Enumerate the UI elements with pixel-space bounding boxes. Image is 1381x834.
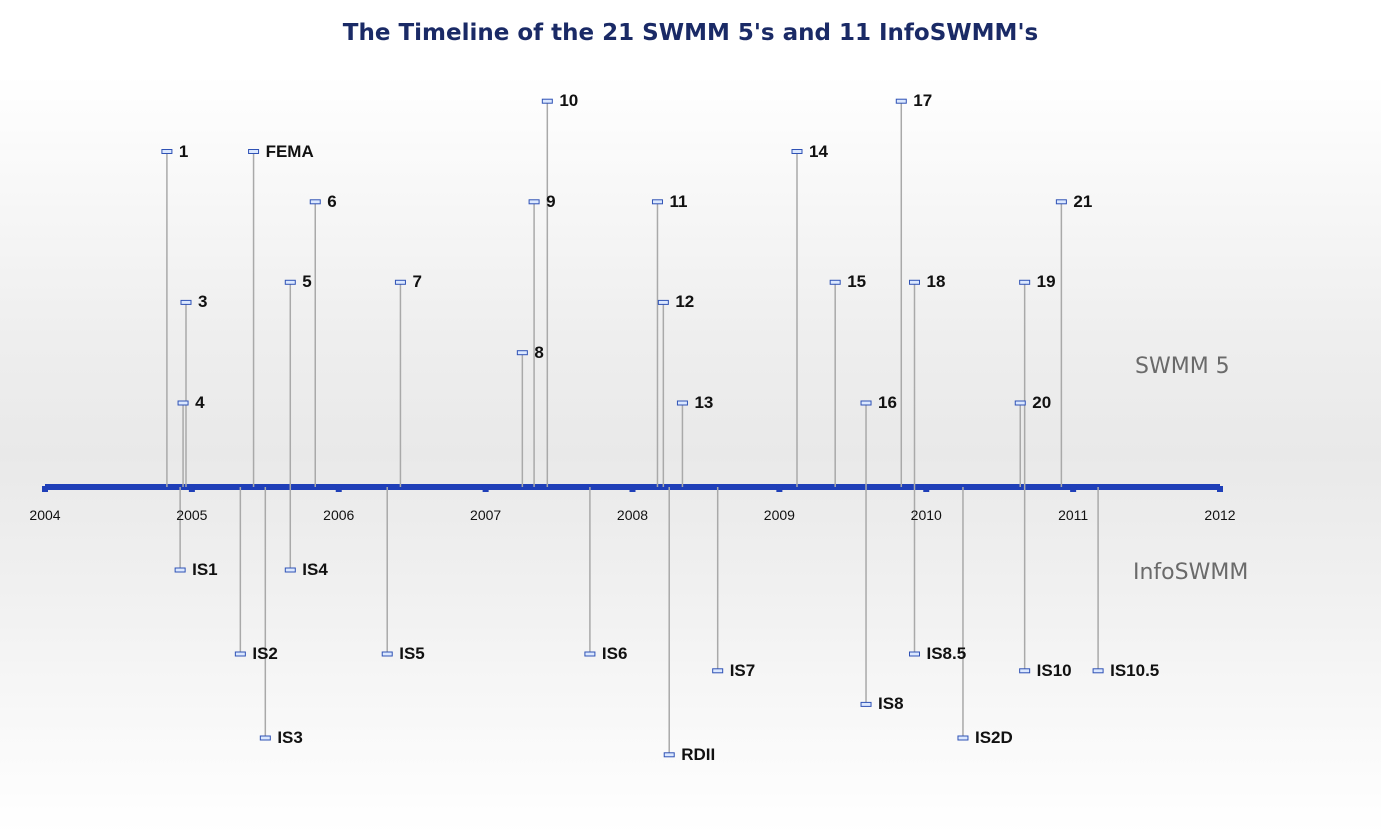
swmm5-label: 8 (534, 342, 544, 362)
infoswmm-label: IS2D (974, 728, 1013, 747)
infoswmm-label: IS10.5 (1110, 660, 1160, 680)
swmm5-label: 3 (198, 292, 208, 312)
swmm5-marker (651, 199, 663, 205)
infoswmm-marker (234, 651, 246, 657)
swmm5-label: 17 (913, 91, 933, 111)
year-label: 2008 (616, 507, 649, 523)
swmm5-label: 5 (302, 272, 312, 292)
infoswmm-label: IS6 (601, 644, 628, 663)
swmm5-marker (516, 350, 528, 356)
swmm5-marker (895, 98, 907, 104)
swmm5-label: 6 (327, 191, 337, 211)
infoswmm-label: IS5 (399, 644, 425, 663)
infoswmm-marker (712, 668, 724, 674)
infoswmm-marker (860, 701, 872, 707)
swmm5-marker (309, 199, 321, 205)
infoswmm-marker (663, 752, 675, 758)
year-tick (188, 486, 195, 492)
swmm5-label: 9 (546, 191, 556, 211)
infoswmm-label: RDII (681, 744, 716, 764)
swmm5-label: 13 (694, 393, 714, 412)
year-label: 2010 (910, 507, 942, 523)
infoswmm-marker (957, 735, 969, 741)
year-label: 2005 (176, 507, 208, 523)
infoswmm-label: IS8.5 (926, 644, 967, 663)
swmm5-label: 12 (675, 292, 695, 312)
year-tick (1217, 486, 1223, 492)
infoswmm-marker (1092, 668, 1104, 674)
infoswmm-section-label: InfoSWMM (1133, 560, 1249, 585)
year-label: 2011 (1058, 507, 1089, 523)
infoswmm-marker (381, 651, 393, 657)
year-tick (482, 486, 489, 492)
swmm5-marker (676, 400, 688, 406)
infoswmm-label: IS7 (729, 660, 756, 680)
swmm5-label: 4 (195, 393, 205, 412)
swmm5-label: 18 (926, 272, 946, 292)
swmm5-marker (657, 299, 669, 305)
swmm5-label: 7 (412, 272, 422, 292)
year-label: 2009 (763, 507, 795, 523)
swmm5-marker (541, 98, 553, 104)
swmm5-marker (909, 279, 920, 285)
infoswmm-label: IS2 (252, 644, 278, 663)
swmm5-marker (161, 149, 173, 154)
swmm5-label: 16 (878, 393, 897, 412)
year-label: 2007 (470, 507, 502, 523)
swmm5-marker (1014, 400, 1026, 406)
infoswmm-marker (174, 567, 186, 573)
swmm5-section-label: SWMM 5 (1135, 354, 1230, 379)
year-tick (1070, 486, 1077, 492)
swmm5-marker (394, 279, 406, 285)
swmm5-marker (829, 279, 841, 285)
swmm5-marker (284, 279, 296, 285)
swmm5-label: 19 (1036, 272, 1056, 292)
swmm5-label: 15 (847, 272, 867, 292)
infoswmm-marker (909, 651, 920, 657)
swmm5-label: 11 (669, 191, 688, 211)
infoswmm-marker (259, 735, 271, 741)
year-label: 2012 (1204, 507, 1236, 523)
swmm5-label: 21 (1073, 191, 1093, 211)
year-tick (629, 486, 636, 492)
year-tick (335, 486, 342, 492)
swmm5-marker (180, 299, 192, 305)
swmm5-label: 20 (1032, 393, 1052, 412)
infoswmm-marker (584, 651, 596, 657)
year-label: 2006 (323, 507, 355, 523)
year-tick (776, 486, 783, 492)
swmm5-marker (248, 149, 260, 154)
swmm5-marker (528, 199, 540, 205)
infoswmm-label: IS4 (302, 560, 328, 579)
swmm5-marker (1055, 199, 1067, 205)
infoswmm-label: IS1 (192, 560, 218, 579)
year-label: 2004 (29, 507, 61, 523)
year-tick (42, 486, 48, 492)
infoswmm-label: IS3 (277, 728, 303, 747)
swmm5-label: 10 (559, 91, 579, 111)
infoswmm-marker (284, 567, 296, 573)
swmm5-marker (1019, 279, 1031, 285)
swmm5-marker (791, 149, 803, 154)
swmm5-marker (177, 400, 189, 406)
swmm5-label: 14 (809, 141, 828, 161)
chart-title: The Timeline of the 21 SWMM 5's and 11 I… (342, 20, 1039, 46)
year-tick (923, 486, 930, 492)
swmm5-label: 1 (178, 141, 189, 161)
swmm5-label: FEMA (265, 141, 314, 161)
background-band (0, 75, 1381, 834)
infoswmm-label: IS8 (878, 694, 904, 714)
swmm5-marker (860, 400, 872, 406)
infoswmm-label: IS10 (1036, 660, 1072, 680)
infoswmm-marker (1019, 668, 1031, 674)
